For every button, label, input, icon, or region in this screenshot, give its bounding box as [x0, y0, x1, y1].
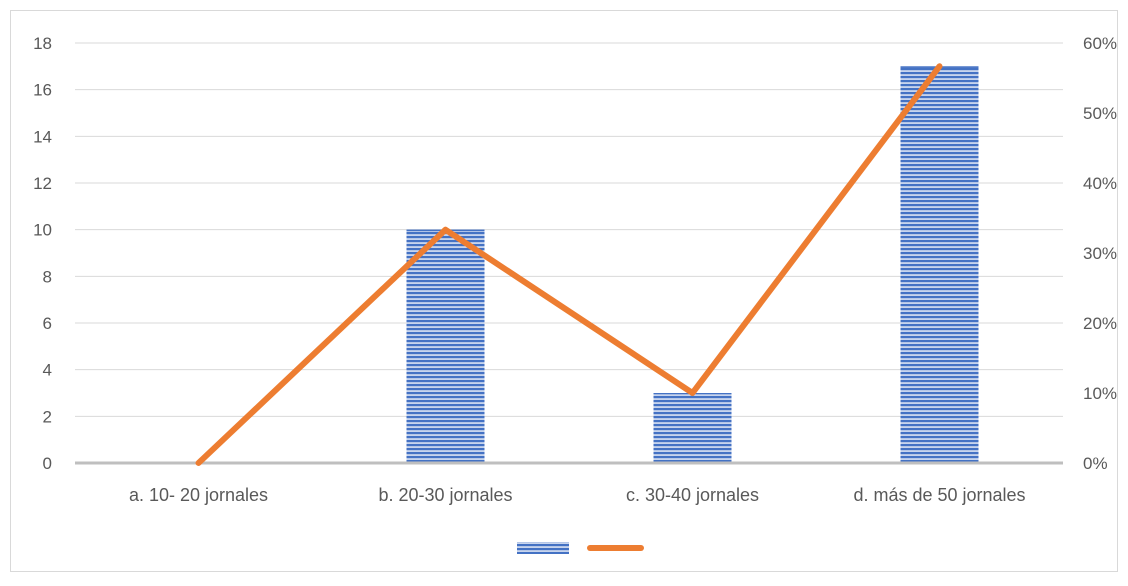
left-tick-label: 4 — [43, 361, 52, 380]
legend-bar-swatch — [517, 542, 569, 554]
bar — [407, 230, 485, 463]
right-tick-label: 20% — [1083, 314, 1117, 333]
left-tick-label: 10 — [33, 221, 52, 240]
category-label: b. 20-30 jornales — [378, 485, 512, 505]
left-tick-label: 18 — [33, 34, 52, 53]
category-label: c. 30-40 jornales — [626, 485, 759, 505]
category-label: a. 10- 20 jornales — [129, 485, 268, 505]
right-tick-label: 0% — [1083, 454, 1108, 473]
bar — [654, 393, 732, 463]
left-tick-label: 14 — [33, 127, 52, 146]
right-tick-label: 40% — [1083, 174, 1117, 193]
left-tick-label: 6 — [43, 314, 52, 333]
left-tick-label: 2 — [43, 407, 52, 426]
bar — [901, 66, 979, 463]
right-tick-label: 60% — [1083, 34, 1117, 53]
right-tick-label: 30% — [1083, 244, 1117, 263]
left-tick-label: 0 — [43, 454, 52, 473]
right-tick-label: 50% — [1083, 104, 1117, 123]
category-label: d. más de 50 jornales — [853, 485, 1025, 505]
left-tick-label: 8 — [43, 267, 52, 286]
left-tick-label: 12 — [33, 174, 52, 193]
right-tick-label: 10% — [1083, 384, 1117, 403]
left-tick-label: 16 — [33, 81, 52, 100]
